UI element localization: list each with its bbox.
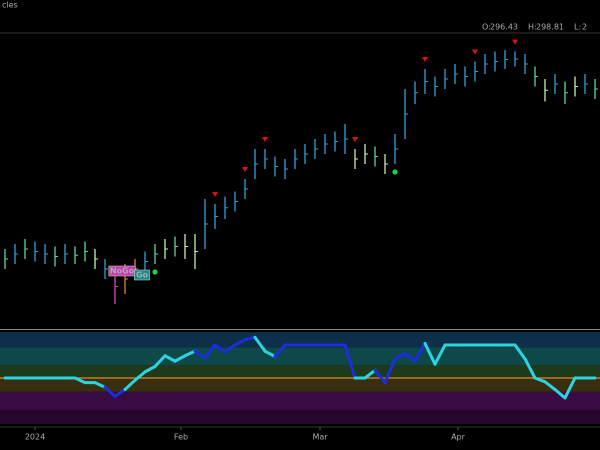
osc-band <box>0 347 600 365</box>
readout-value: 296.43 <box>490 23 518 32</box>
sell-signal <box>242 167 248 172</box>
readout-value: 298.81 <box>536 23 564 32</box>
osc-line <box>243 335 257 342</box>
osc-band <box>0 410 600 424</box>
osc-line <box>73 376 87 385</box>
sell-signal <box>262 137 268 142</box>
osc-line <box>133 370 147 382</box>
osc-line <box>343 343 357 380</box>
buy-signal <box>392 169 398 175</box>
osc-line <box>193 349 207 360</box>
chart-title: cles <box>2 1 18 10</box>
osc-line <box>533 376 547 384</box>
osc-line <box>413 342 427 363</box>
readout-label: O: <box>482 23 491 32</box>
osc-line <box>123 378 137 391</box>
osc-line <box>113 388 127 398</box>
osc-band <box>0 378 600 392</box>
readout-label: H: <box>528 23 537 32</box>
osc-line <box>513 343 527 361</box>
sell-signal <box>512 39 518 45</box>
osc-line <box>223 343 237 354</box>
annotation-text: Go <box>136 271 149 280</box>
sell-signal <box>472 49 478 55</box>
osc-line <box>523 357 537 380</box>
osc-line <box>273 343 287 359</box>
osc-line <box>153 354 167 368</box>
sell-signal <box>212 192 218 197</box>
osc-line <box>103 385 117 398</box>
x-tick-label: Mar <box>312 433 328 442</box>
osc-line <box>263 349 277 359</box>
x-tick-label: Feb <box>174 433 188 442</box>
x-tick-label: 2024 <box>25 433 45 442</box>
osc-line <box>203 343 217 360</box>
sell-signal <box>422 57 428 62</box>
osc-band <box>0 391 600 411</box>
osc-band <box>0 332 600 348</box>
osc-line <box>373 368 387 385</box>
readout-value: 2 <box>582 23 587 32</box>
osc-line <box>163 354 177 363</box>
osc-line <box>213 343 227 354</box>
osc-line <box>173 354 187 363</box>
osc-line <box>383 357 397 385</box>
osc-line <box>143 365 157 374</box>
osc-line <box>423 342 437 366</box>
osc-line <box>253 335 267 353</box>
osc-line <box>363 368 377 380</box>
osc-line <box>543 380 557 391</box>
readout-label: L: <box>574 23 581 32</box>
buy-signal <box>152 269 158 275</box>
sell-signal <box>352 137 358 142</box>
x-tick-label: Apr <box>451 433 466 442</box>
osc-line <box>403 351 417 363</box>
osc-line <box>93 381 107 389</box>
osc-band <box>0 364 600 378</box>
osc-line <box>233 338 247 347</box>
osc-line <box>393 351 407 361</box>
osc-line <box>563 376 577 400</box>
annotation-box <box>134 269 150 281</box>
osc-line <box>183 349 197 358</box>
osc-line <box>433 343 447 366</box>
annotation-text: NoGo <box>110 267 135 276</box>
osc-line <box>553 388 567 400</box>
